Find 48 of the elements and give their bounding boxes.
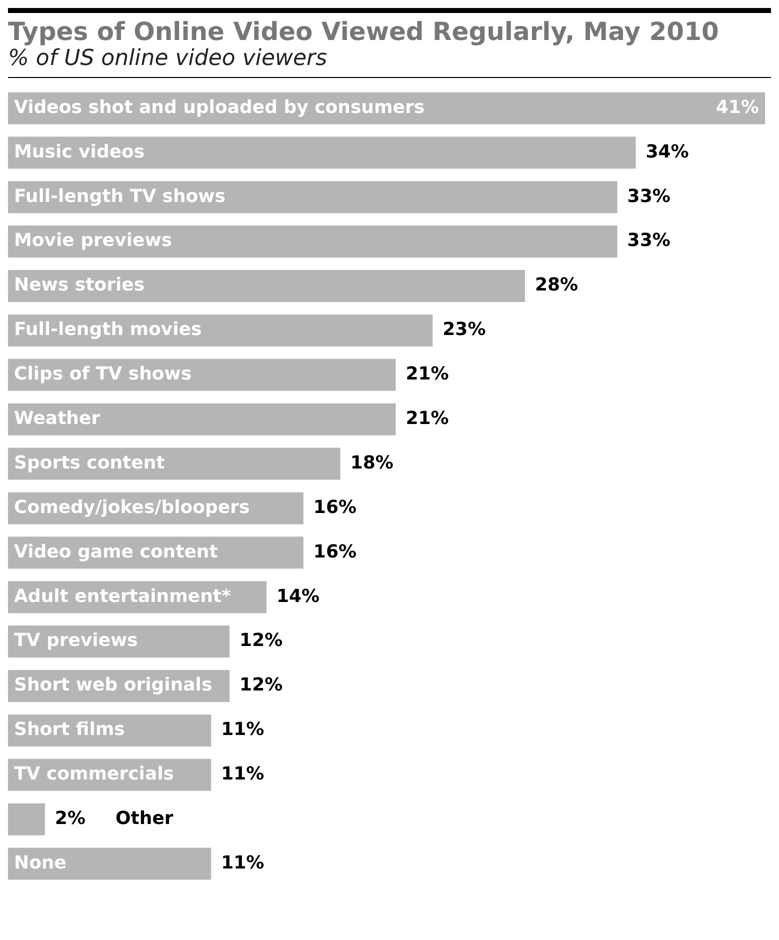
data-label: 34% [646, 141, 689, 162]
y-tick-label: Full-length movies [14, 319, 202, 340]
y-tick-label: Movie previews [14, 230, 172, 252]
y-tick-label: Weather [14, 408, 100, 430]
data-label: 33% [627, 186, 670, 207]
y-tick-label: Video game content [14, 541, 218, 562]
data-label: 18% [350, 452, 394, 474]
data-label: 2% [54, 808, 86, 830]
data-label: 16% [313, 496, 357, 518]
y-tick-label: Short films [14, 719, 125, 740]
y-tick-label: Clips of TV shows [14, 364, 192, 385]
data-label: 12% [240, 674, 283, 696]
data-label: 33% [627, 230, 670, 252]
y-tick-label: TV previews [14, 630, 138, 652]
y-tick-label: Adult entertainment* [14, 586, 232, 607]
data-label: 11% [221, 719, 264, 740]
chart-title: Types of Online Video Viewed Regularly, May 2010 [8, 17, 720, 46]
data-label: 12% [240, 630, 283, 652]
data-label: 16% [313, 541, 357, 562]
data-label: 11% [221, 764, 264, 785]
bar [8, 136, 636, 169]
data-label: 28% [534, 274, 578, 296]
chart-subtitle: % of US online video viewers [8, 46, 328, 71]
bar [8, 314, 433, 346]
y-tick-label: News stories [14, 274, 145, 296]
y-tick-label: Videos shot and uploaded by consumers [14, 96, 425, 118]
bar [8, 270, 525, 302]
bar [8, 226, 618, 258]
data-label: 23% [442, 319, 486, 340]
y-tick-label: None [14, 852, 66, 874]
y-tick-label: Full-length TV shows [14, 186, 226, 207]
y-tick-label: Music videos [14, 141, 145, 162]
y-tick-label: Other [115, 808, 174, 830]
bar [8, 181, 618, 214]
data-label: 41% [716, 96, 759, 118]
data-label: 11% [221, 852, 264, 874]
bar [8, 848, 212, 880]
y-tick-label: TV commercials [14, 764, 174, 785]
bar [8, 803, 45, 836]
y-tick-label: Short web originals [14, 674, 212, 696]
bar [8, 358, 396, 391]
y-tick-label: Comedy/jokes/bloopers [14, 496, 250, 518]
data-label: 14% [276, 586, 320, 607]
y-tick-label: Sports content [14, 452, 166, 474]
bar [8, 403, 396, 436]
data-label: 21% [406, 408, 449, 430]
data-label: 21% [406, 364, 449, 385]
bar [8, 448, 340, 480]
